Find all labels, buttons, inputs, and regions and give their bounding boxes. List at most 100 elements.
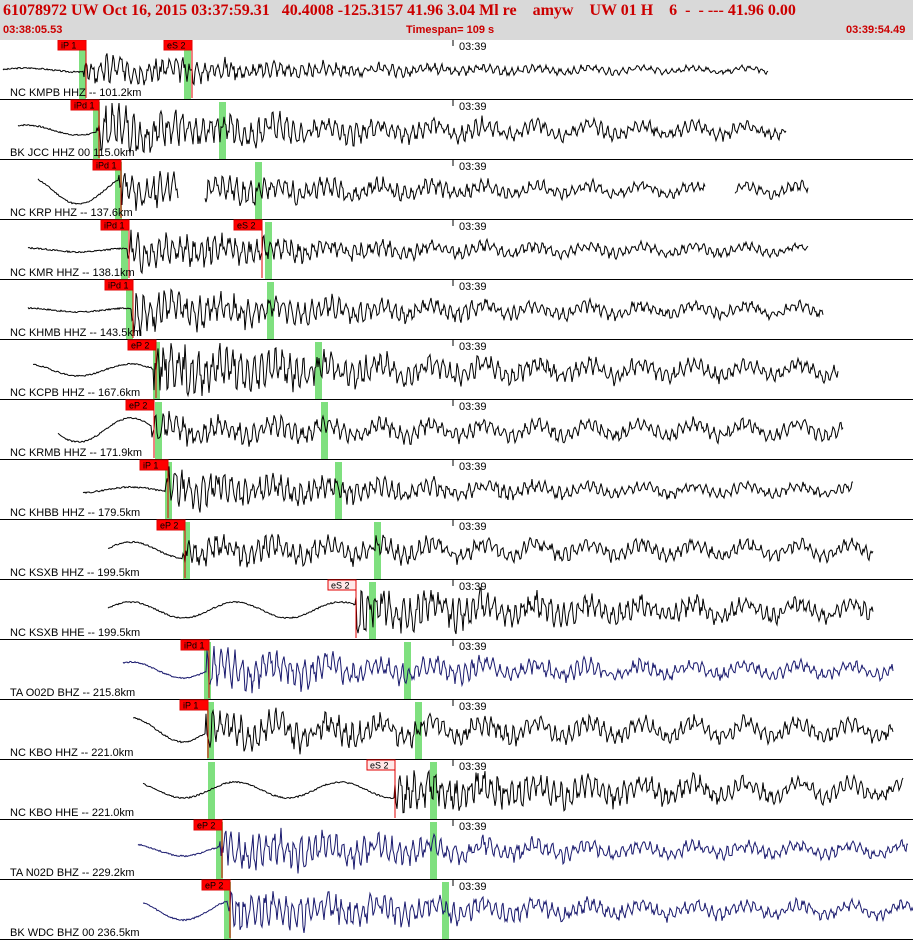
channel-label: NC KHBB HHZ -- 179.5km (10, 507, 140, 519)
channel-label: BK WDC BHZ 00 236.5km (10, 927, 140, 939)
channel-label: TA N02D BHZ -- 229.2km (10, 867, 135, 879)
time-tick-label: 03:39 (459, 821, 487, 833)
channel-row[interactable]: 03:39 iP 1 NC KBO HHZ -- 221.0km (0, 699, 913, 760)
time-tick-label: 03:39 (459, 761, 487, 773)
channel-row[interactable]: 03:39 eP 2 NC KRMB HHZ -- 171.9km (0, 399, 913, 460)
waveform-trace (122, 645, 894, 694)
channel-row[interactable]: 03:39 eS 2 NC KSXB HHE -- 199.5km (0, 579, 913, 640)
phase-pick-label: eP 2 (197, 821, 215, 831)
waveform-trace (27, 288, 824, 337)
phase-pick-flag[interactable] (125, 399, 155, 411)
phase-pick-flag[interactable] (233, 219, 263, 231)
phase-pick-flag[interactable] (156, 519, 186, 531)
waveform-trace (142, 890, 913, 933)
phase-pick-flag[interactable] (163, 40, 193, 51)
channel-row[interactable]: 03:39 iPd 1 NC KRP HHZ -- 137.6km (0, 159, 913, 220)
predicted-arrival-marker (369, 582, 376, 639)
phase-pick-label: eS 2 (237, 221, 256, 231)
time-tick-label: 03:39 (459, 881, 487, 893)
predicted-arrival-marker (207, 702, 214, 759)
phase-pick-flag[interactable] (366, 759, 396, 771)
predicted-arrival-marker (184, 42, 191, 99)
phase-pick-flag[interactable] (179, 699, 209, 711)
predicted-arrival-marker (204, 642, 211, 699)
predicted-arrival-marker (183, 522, 190, 579)
waveform-trace (27, 229, 809, 275)
phase-pick-flag[interactable] (127, 339, 157, 351)
phase-pick-label: iPd 1 (104, 221, 125, 231)
time-tick-label: 03:39 (459, 401, 487, 413)
phase-pick-label: eP 2 (131, 341, 149, 351)
predicted-arrival-marker (267, 282, 274, 339)
time-tick-label: 03:39 (459, 281, 487, 293)
phase-pick-label: eS 2 (167, 41, 186, 51)
time-tick-label: 03:39 (459, 641, 487, 653)
phase-pick-flag[interactable] (193, 819, 223, 831)
phase-pick-flag[interactable] (100, 219, 130, 231)
waveform-trace (137, 827, 909, 874)
phase-pick-label: iP 1 (61, 41, 76, 51)
channel-row[interactable]: 03:39 eS 2 NC KBO HHE -- 221.0km (0, 759, 913, 820)
time-tick-label: 03:39 (459, 701, 487, 713)
phase-pick-flag[interactable] (92, 159, 122, 171)
channel-label: BK JCC HHZ 00 115.0km (10, 147, 135, 159)
channel-label: NC KRMB HHZ -- 171.9km (10, 447, 142, 459)
time-tick-label: 03:39 (459, 341, 487, 353)
time-tick-label: 03:39 (459, 101, 487, 113)
phase-pick-flag[interactable] (57, 40, 87, 51)
channel-label: NC KBO HHZ -- 221.0km (10, 747, 133, 759)
phase-pick-flag[interactable] (180, 639, 210, 651)
channel-label: NC KMPB HHZ -- 101.2km (10, 87, 141, 99)
channel-row[interactable]: 03:39 iPd 1 TA O02D BHZ -- 215.8km (0, 639, 913, 700)
time-tick-label: 03:39 (459, 521, 487, 533)
timespan-label: Timespan= 109 s (406, 24, 495, 36)
predicted-arrival-marker (216, 822, 223, 879)
channel-row[interactable]: 03:39 eP 2 TA N02D BHZ -- 229.2km (0, 819, 913, 880)
channel-row[interactable]: 03:39 iPd 1 eS 2 NC KMR HHZ -- 138.1km (0, 219, 913, 280)
phase-pick-label: iP 1 (183, 701, 198, 711)
waveform-trace (107, 585, 874, 635)
predicted-arrival-marker (374, 522, 381, 579)
channel-row[interactable]: 03:39 iPd 1 BK JCC HHZ 00 115.0km (0, 99, 913, 160)
predicted-arrival-marker (315, 342, 322, 399)
phase-pick-label: eP 2 (205, 881, 223, 891)
phase-pick-flag[interactable] (139, 459, 169, 471)
waveform-trace (107, 533, 874, 568)
channel-row[interactable]: 03:39 iP 1 eS 2 NC KMPB HHZ -- 101.2km (0, 40, 913, 100)
phase-pick-label: iPd 1 (96, 161, 117, 171)
phase-pick-label: eS 2 (370, 761, 389, 771)
time-tick-label: 03:39 (459, 221, 487, 233)
start-time: 03:38:05.53 (3, 24, 63, 36)
phase-pick-flag[interactable] (201, 879, 231, 891)
phase-pick-flag[interactable] (327, 579, 357, 591)
predicted-arrival-marker (121, 222, 128, 279)
predicted-arrival-marker (219, 102, 226, 159)
channel-row[interactable]: 03:39 eP 2 BK WDC BHZ 00 236.5km (0, 879, 913, 940)
phase-pick-flag[interactable] (70, 99, 100, 111)
channel-row[interactable]: 03:39 eP 2 NC KSXB HHZ -- 199.5km (0, 519, 913, 580)
channel-label: TA O02D BHZ -- 215.8km (10, 687, 135, 699)
phase-pick-label: iPd 1 (108, 281, 129, 291)
predicted-arrival-marker (79, 42, 86, 99)
channel-row[interactable]: 03:39 iP 1 NC KHBB HHZ -- 179.5km (0, 459, 913, 520)
channel-label: NC KBO HHE -- 221.0km (10, 807, 134, 819)
channel-label: NC KRP HHZ -- 137.6km (10, 207, 133, 219)
waveform-trace (57, 410, 844, 447)
predicted-arrival-marker (255, 162, 262, 219)
waveform-trace (132, 707, 894, 755)
time-tick-label: 03:39 (459, 161, 487, 173)
predicted-arrival-marker (155, 402, 162, 459)
predicted-arrival-marker (115, 162, 122, 219)
phase-pick-label: eP 2 (160, 521, 178, 531)
time-tick-label: 03:39 (459, 41, 487, 53)
time-tick-label: 03:39 (459, 581, 487, 593)
channel-row[interactable]: 03:39 iPd 1 NC KHMB HHZ -- 143.5km (0, 279, 913, 340)
phase-pick-label: eS 2 (331, 581, 350, 591)
channel-row[interactable]: 03:39 eP 2 NC KCPB HHZ -- 167.6km (0, 339, 913, 400)
predicted-arrival-marker (208, 762, 215, 819)
event-title: 61078972 UW Oct 16, 2015 03:37:59.31 40.… (3, 2, 796, 19)
phase-pick-label: iPd 1 (184, 641, 205, 651)
phase-pick-flag[interactable] (104, 279, 134, 291)
event-header: 61078972 UW Oct 16, 2015 03:37:59.31 40.… (0, 0, 913, 40)
